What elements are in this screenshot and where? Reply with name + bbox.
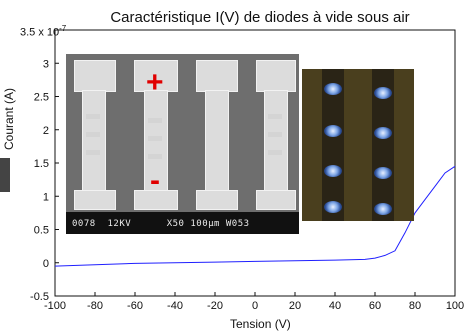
minus-marker: - (150, 164, 160, 197)
x-tick-label: 0 (252, 300, 258, 312)
sem-info-bar (66, 212, 299, 234)
optical-photo-inset (302, 69, 414, 221)
x-tick-label: -40 (167, 300, 183, 312)
y-tick-label: 3 (43, 58, 49, 70)
sem-micrograph-inset: + - 0078 12KV X50 100µm W053 (66, 54, 299, 234)
x-tick-label: 100 (446, 300, 464, 312)
y-scale-note: 3.5 x 10-7 (20, 24, 67, 39)
x-tick-label: -60 (127, 300, 143, 312)
y-tick-label: -0.5 (30, 291, 49, 303)
cropped-photo-edge (0, 158, 10, 192)
x-tick-label: 60 (369, 300, 381, 312)
y-tick-label: 1 (43, 191, 49, 203)
y-tick-label: 1.5 (34, 158, 49, 170)
x-axis-label: Tension (V) (230, 317, 291, 331)
x-tick-label: -20 (207, 300, 223, 312)
y-tick-label: 2.5 (34, 92, 49, 104)
y-tick-label: 2 (43, 125, 49, 137)
plus-marker: + (146, 66, 164, 99)
y-axis-label: Courant (A) (2, 87, 16, 150)
series-line (54, 165, 456, 267)
x-tick-label: -100 (44, 300, 66, 312)
x-axis: -100 -80 -60 -40 -20 0 20 40 60 80 100 (44, 292, 464, 312)
y-tick-label: 0.5 (34, 225, 49, 237)
sem-caption: 0078 12KV X50 100µm W053 (72, 219, 250, 229)
x-tick-label: 20 (289, 300, 301, 312)
y-axis: -0.5 0 0.5 1 1.5 2 2.5 3 (30, 58, 59, 303)
y-tick-label: 0 (43, 258, 49, 270)
chart-title: Caractéristique I(V) de diodes à vide so… (110, 9, 410, 26)
x-tick-label: -80 (87, 300, 103, 312)
x-tick-label: 80 (409, 300, 421, 312)
x-tick-label: 40 (329, 300, 341, 312)
